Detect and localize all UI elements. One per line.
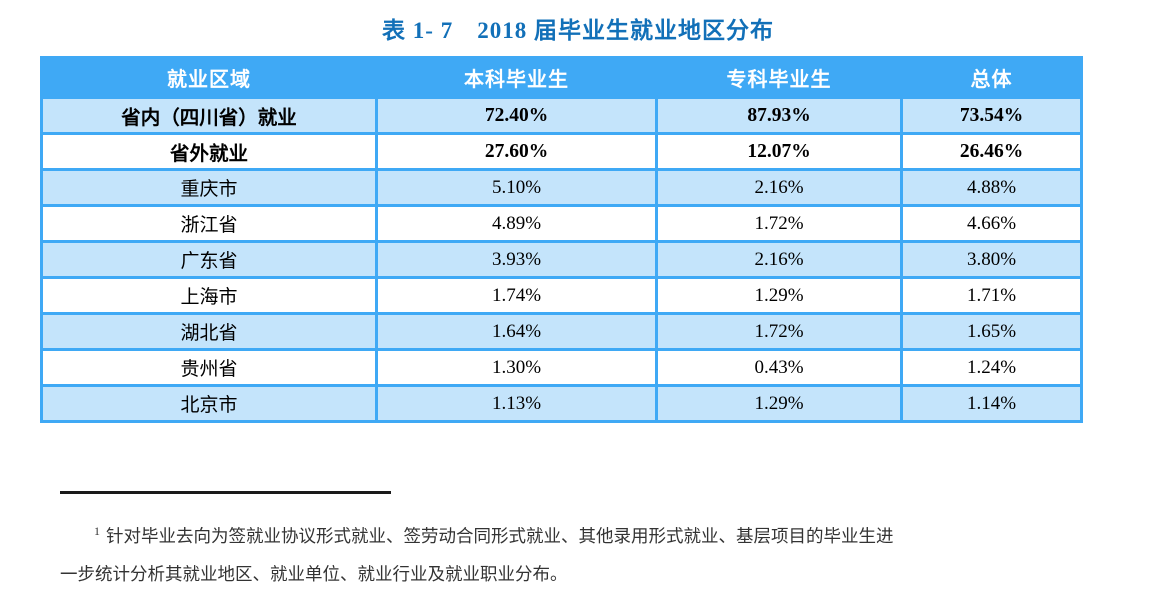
table-row: 北京市 1.13% 1.29% 1.14% xyxy=(40,384,1083,423)
table-row: 浙江省 4.89% 1.72% 4.66% xyxy=(40,204,1083,243)
table-header-row: 就业区域 本科毕业生 专科毕业生 总体 xyxy=(40,56,1083,99)
cell-region: 广东省 xyxy=(40,240,378,279)
cell-value: 1.29% xyxy=(655,276,903,315)
cell-value: 1.13% xyxy=(375,384,658,423)
footnote-divider xyxy=(60,491,391,494)
col-header-overall: 总体 xyxy=(900,56,1083,99)
employment-region-table: 就业区域 本科毕业生 专科毕业生 总体 省内（四川省）就业 72.40% 87.… xyxy=(40,56,1083,423)
cell-value: 1.72% xyxy=(655,204,903,243)
cell-region: 北京市 xyxy=(40,384,378,423)
table-title: 表 1- 7 2018 届毕业生就业地区分布 xyxy=(382,18,774,43)
cell-value: 1.64% xyxy=(375,312,658,351)
cell-value: 87.93% xyxy=(655,96,903,135)
col-header-region: 就业区域 xyxy=(40,56,378,99)
cell-region: 重庆市 xyxy=(40,168,378,207)
cell-value: 2.16% xyxy=(655,240,903,279)
footnote-line-2: 一步统计分析其就业地区、就业单位、就业行业及就业职业分布。 xyxy=(60,563,568,584)
cell-value: 1.72% xyxy=(655,312,903,351)
cell-region: 浙江省 xyxy=(40,204,378,243)
cell-value: 12.07% xyxy=(655,132,903,171)
cell-value: 5.10% xyxy=(375,168,658,207)
cell-value: 27.60% xyxy=(375,132,658,171)
cell-value: 4.89% xyxy=(375,204,658,243)
cell-value: 3.93% xyxy=(375,240,658,279)
cell-value: 0.43% xyxy=(655,348,903,387)
table-row-in-province: 省内（四川省）就业 72.40% 87.93% 73.54% xyxy=(40,96,1083,135)
cell-region: 湖北省 xyxy=(40,312,378,351)
table-row: 上海市 1.74% 1.29% 1.71% xyxy=(40,276,1083,315)
cell-region: 省内（四川省）就业 xyxy=(40,96,378,135)
table-row: 广东省 3.93% 2.16% 3.80% xyxy=(40,240,1083,279)
cell-value: 72.40% xyxy=(375,96,658,135)
cell-value: 1.14% xyxy=(900,384,1083,423)
col-header-junior-college: 专科毕业生 xyxy=(655,56,903,99)
cell-region: 省外就业 xyxy=(40,132,378,171)
col-header-undergraduate: 本科毕业生 xyxy=(375,56,658,99)
cell-value: 26.46% xyxy=(900,132,1083,171)
footnote-text: 针对毕业去向为签就业协议形式就业、签劳动合同形式就业、其他录用形式就业、基层项目… xyxy=(106,525,894,546)
footnote-marker: 1 xyxy=(94,524,100,538)
table-row: 重庆市 5.10% 2.16% 4.88% xyxy=(40,168,1083,207)
cell-region: 上海市 xyxy=(40,276,378,315)
footnote-line-1: 1 针对毕业去向为签就业协议形式就业、签劳动合同形式就业、其他录用形式就业、基层项… xyxy=(60,512,1120,555)
cell-value: 1.65% xyxy=(900,312,1083,351)
cell-value: 1.71% xyxy=(900,276,1083,315)
cell-value: 2.16% xyxy=(655,168,903,207)
cell-value: 73.54% xyxy=(900,96,1083,135)
table-row: 湖北省 1.64% 1.72% 1.65% xyxy=(40,312,1083,351)
table-row: 贵州省 1.30% 0.43% 1.24% xyxy=(40,348,1083,387)
cell-value: 3.80% xyxy=(900,240,1083,279)
cell-value: 1.74% xyxy=(375,276,658,315)
cell-value: 1.30% xyxy=(375,348,658,387)
cell-value: 1.24% xyxy=(900,348,1083,387)
cell-value: 4.66% xyxy=(900,204,1083,243)
table-row-out-of-province: 省外就业 27.60% 12.07% 26.46% xyxy=(40,132,1083,171)
cell-value: 1.29% xyxy=(655,384,903,423)
footnote: 1 针对毕业去向为签就业协议形式就业、签劳动合同形式就业、其他录用形式就业、基层项… xyxy=(60,491,1120,593)
cell-region: 贵州省 xyxy=(40,348,378,387)
cell-value: 4.88% xyxy=(900,168,1083,207)
